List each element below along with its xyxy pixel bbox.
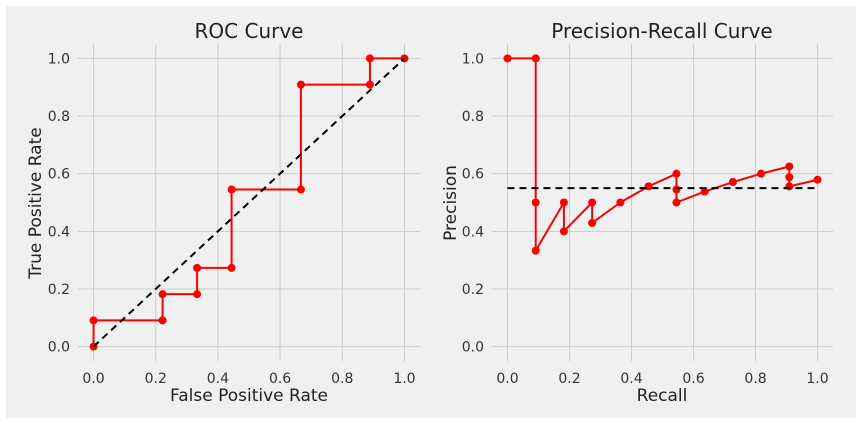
pr-curve-point — [559, 227, 568, 236]
pr-title: Precision-Recall Curve — [551, 19, 772, 43]
roc-ytick-label: 0.6 — [48, 167, 70, 183]
roc-xtick-label: 0.8 — [331, 371, 353, 387]
roc-ytick-label: 0.8 — [48, 109, 70, 125]
pr-curve-point — [531, 198, 540, 207]
pr-curve-line — [507, 57, 818, 252]
roc-ytick-label: 0.4 — [48, 224, 70, 240]
roc-curve-point — [158, 290, 167, 299]
pr-grid — [492, 44, 833, 361]
pr-curve-point — [757, 169, 766, 178]
roc-curve-point — [193, 263, 202, 272]
pr-curve-point — [616, 198, 625, 207]
roc-baseline — [92, 57, 406, 348]
pr-xlabel: Recall — [637, 386, 688, 406]
roc-grid — [78, 44, 420, 361]
roc-curve-point — [89, 316, 98, 325]
roc-plot-area — [89, 54, 409, 351]
roc-xtick-label: 0.4 — [207, 371, 229, 387]
roc-curve-point — [227, 263, 236, 272]
pr-ytick-label: 0.2 — [462, 282, 484, 298]
pr-curve-point — [503, 54, 512, 63]
roc-curve-point — [193, 290, 202, 299]
pr-curve-point — [672, 185, 681, 194]
roc-curve-point — [296, 80, 305, 89]
roc-curve-point — [227, 185, 236, 194]
roc-ytick-label: 0.2 — [48, 282, 70, 298]
pr-curve-point — [672, 169, 681, 178]
pr-xtick-label: 0.4 — [620, 371, 642, 387]
roc-title: ROC Curve — [195, 19, 304, 43]
pr-curve-point — [644, 182, 653, 191]
pr-xtick-labels: 0.0 0.2 0.4 0.6 0.8 1.0 — [496, 371, 828, 387]
roc-xtick-labels: 0.0 0.2 0.4 0.6 0.8 1.0 — [82, 371, 415, 387]
roc-xtick-label: 0.6 — [269, 371, 291, 387]
roc-chart: ROC Curve False Positive Rate True Posit… — [26, 19, 420, 406]
pr-curve-point — [728, 178, 737, 187]
pr-curve-point — [785, 173, 794, 182]
pr-curve-point — [700, 187, 709, 196]
roc-ytick-label: 0.0 — [48, 340, 70, 356]
pr-axes-background — [492, 44, 833, 361]
roc-axes-background — [78, 44, 420, 361]
pr-ytick-label: 0.6 — [462, 167, 484, 183]
roc-xtick-label: 1.0 — [393, 371, 415, 387]
pr-curve-point — [672, 198, 681, 207]
roc-ytick-label: 1.0 — [48, 51, 70, 67]
pr-curve-point — [531, 54, 540, 63]
roc-xtick-label: 0.0 — [82, 371, 104, 387]
pr-curve-point — [588, 218, 597, 227]
roc-ylabel: True Positive Rate — [26, 127, 46, 279]
roc-ytick-labels: 0.0 0.2 0.4 0.6 0.8 1.0 — [48, 51, 70, 355]
pr-curve-point — [531, 246, 540, 255]
roc-curve-point — [400, 54, 409, 63]
pr-xtick-label: 0.2 — [558, 371, 580, 387]
pr-ytick-label: 1.0 — [462, 51, 484, 67]
pr-chart: Precision-Recall Curve Recall Precision … — [441, 19, 833, 406]
pr-ytick-label: 0.0 — [462, 340, 484, 356]
pr-curve-point — [813, 175, 822, 184]
pr-ytick-labels: 0.0 0.2 0.4 0.6 0.8 1.0 — [462, 51, 484, 355]
roc-curve-point — [365, 80, 374, 89]
pr-ytick-label: 0.8 — [462, 109, 484, 125]
pr-plot-area — [503, 54, 822, 255]
roc-xtick-label: 0.2 — [145, 371, 167, 387]
pr-curve-point — [785, 182, 794, 191]
pr-xtick-label: 0.6 — [682, 371, 704, 387]
pr-curve-point — [588, 198, 597, 207]
roc-curve-point — [365, 54, 374, 63]
pr-curve-point — [785, 162, 794, 171]
pr-ytick-label: 0.4 — [462, 224, 484, 240]
roc-curve-point — [158, 316, 167, 325]
pr-ylabel: Precision — [441, 165, 461, 241]
pr-xtick-label: 0.8 — [744, 371, 766, 387]
roc-curve-point — [296, 185, 305, 194]
pr-curve-point — [559, 198, 568, 207]
pr-xtick-label: 0.0 — [496, 371, 518, 387]
pr-xtick-label: 1.0 — [806, 371, 828, 387]
roc-xlabel: False Positive Rate — [170, 386, 328, 406]
